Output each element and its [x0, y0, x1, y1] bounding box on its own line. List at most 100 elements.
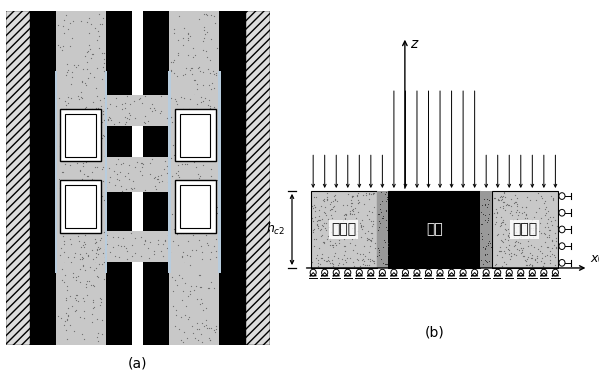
- Point: [62, 316, 71, 322]
- Point: [97, 135, 107, 141]
- Point: [79, 171, 89, 177]
- Point: [480, 246, 490, 252]
- Point: [512, 203, 522, 209]
- Point: [75, 168, 84, 174]
- Point: [340, 257, 349, 263]
- Point: [331, 240, 340, 246]
- Point: [111, 95, 121, 101]
- Point: [140, 113, 150, 119]
- Point: [549, 197, 558, 203]
- Point: [332, 231, 341, 237]
- Point: [95, 245, 105, 251]
- Point: [93, 251, 103, 257]
- Point: [494, 197, 503, 203]
- Point: [81, 82, 90, 88]
- Point: [174, 245, 183, 251]
- Point: [84, 30, 93, 36]
- Point: [122, 249, 132, 255]
- Point: [174, 174, 184, 180]
- Point: [127, 242, 137, 248]
- Point: [183, 335, 192, 341]
- Point: [186, 65, 196, 71]
- Point: [528, 255, 537, 261]
- Point: [130, 250, 140, 256]
- Point: [339, 236, 349, 242]
- Point: [87, 106, 96, 112]
- Point: [98, 116, 107, 122]
- Bar: [30, 11, 56, 345]
- Point: [62, 105, 71, 111]
- Point: [95, 228, 105, 234]
- Point: [499, 259, 509, 265]
- Point: [375, 207, 385, 213]
- Point: [95, 224, 105, 230]
- Point: [551, 244, 561, 250]
- Point: [175, 247, 184, 253]
- Point: [79, 110, 89, 116]
- Point: [81, 241, 90, 247]
- Point: [339, 232, 349, 238]
- Point: [97, 174, 107, 180]
- Point: [513, 201, 522, 207]
- Point: [364, 190, 374, 196]
- Point: [99, 257, 109, 263]
- Point: [162, 163, 171, 169]
- Point: [307, 214, 317, 220]
- Point: [360, 230, 370, 236]
- Point: [186, 137, 195, 143]
- Point: [204, 242, 213, 247]
- Point: [364, 236, 374, 242]
- Point: [80, 105, 89, 111]
- Point: [209, 152, 219, 158]
- Point: [207, 188, 216, 194]
- Point: [497, 197, 506, 203]
- Point: [498, 198, 508, 204]
- Bar: [105, 95, 107, 262]
- Point: [170, 174, 179, 180]
- Point: [147, 101, 157, 107]
- Point: [345, 240, 355, 246]
- Point: [308, 243, 318, 249]
- Point: [69, 181, 79, 187]
- Point: [87, 176, 96, 182]
- Point: [74, 96, 84, 102]
- Point: [141, 121, 150, 127]
- Point: [188, 329, 198, 335]
- Point: [90, 236, 100, 242]
- Point: [189, 153, 198, 159]
- Point: [169, 95, 179, 101]
- Point: [492, 233, 502, 239]
- Point: [331, 196, 340, 201]
- Point: [58, 215, 67, 221]
- Point: [152, 186, 161, 192]
- Point: [536, 220, 545, 226]
- Point: [174, 242, 183, 248]
- Point: [58, 182, 68, 188]
- Point: [87, 169, 96, 175]
- Point: [310, 214, 319, 220]
- Point: [308, 203, 317, 209]
- Point: [102, 230, 111, 236]
- Point: [87, 227, 97, 233]
- Point: [150, 247, 159, 253]
- Point: [75, 155, 85, 161]
- Point: [493, 196, 503, 201]
- Point: [171, 98, 180, 104]
- Point: [206, 279, 216, 285]
- Point: [323, 216, 332, 222]
- Point: [68, 18, 78, 24]
- Point: [114, 119, 124, 125]
- Point: [504, 233, 513, 239]
- Point: [59, 30, 69, 36]
- Point: [75, 226, 84, 232]
- Point: [201, 138, 211, 144]
- Point: [75, 111, 84, 117]
- Point: [174, 173, 183, 178]
- Point: [211, 248, 221, 254]
- Bar: [56, 230, 219, 262]
- Point: [187, 207, 196, 213]
- Point: [120, 100, 130, 106]
- Point: [80, 233, 90, 239]
- Point: [173, 113, 182, 119]
- Point: [169, 226, 179, 232]
